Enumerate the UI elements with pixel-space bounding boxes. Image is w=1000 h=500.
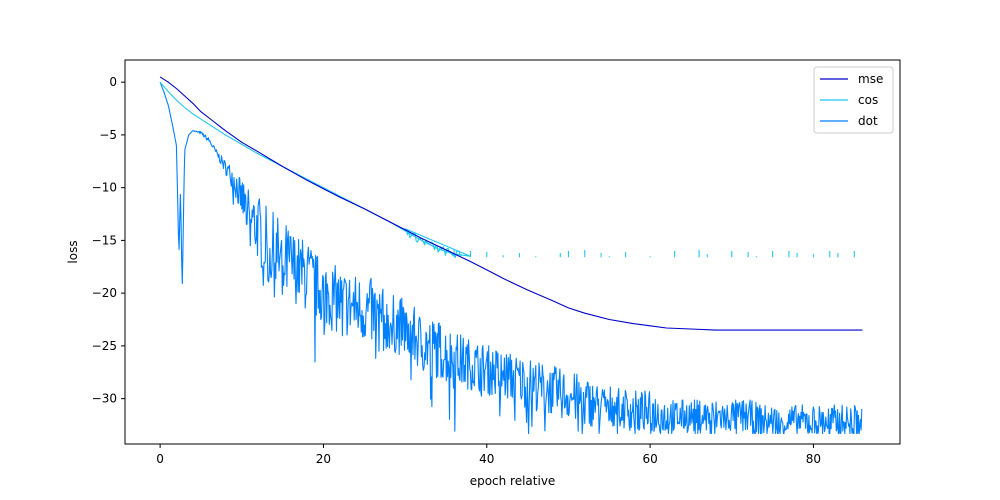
- y-axis-label: loss: [66, 240, 80, 263]
- plot-frame: [124, 59, 901, 445]
- y-tick-label: −5: [99, 128, 117, 142]
- legend-label-mse: mse: [858, 72, 883, 86]
- series-line-dot: [159, 81, 863, 435]
- y-tick-label: −30: [92, 392, 117, 406]
- legend-label-dot: dot: [858, 114, 878, 128]
- x-axis-label: epoch relative: [470, 474, 556, 488]
- x-tick-label: 60: [642, 452, 657, 466]
- x-tick-label: 0: [156, 452, 164, 466]
- legend-label-cos: cos: [858, 93, 878, 107]
- legend: mse cos dot: [813, 66, 894, 134]
- y-tick-label: −10: [92, 181, 117, 195]
- y-tick-label: −15: [92, 233, 117, 247]
- y-tick-label: −20: [92, 286, 117, 300]
- x-tick-label: 20: [316, 452, 331, 466]
- y-tick-label: 0: [109, 75, 117, 89]
- series-line-cos: [159, 81, 471, 258]
- series-layer: [159, 76, 863, 435]
- ticks-layer: 0 20 40 60 80 0 −5 −10 −15 −20 −25 −30: [92, 75, 821, 466]
- x-tick-label: 40: [479, 452, 494, 466]
- series-line-mse: [159, 76, 863, 331]
- x-tick-label: 80: [806, 452, 821, 466]
- legend-box: [813, 66, 894, 134]
- y-tick-label: −25: [92, 339, 117, 353]
